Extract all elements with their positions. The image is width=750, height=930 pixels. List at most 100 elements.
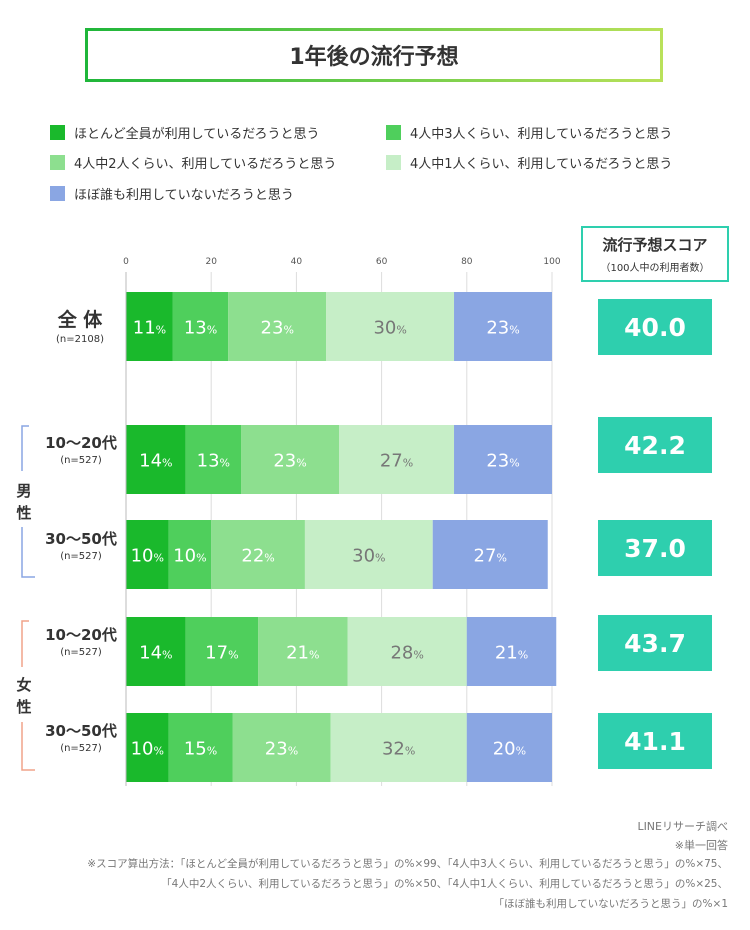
data-label-r4-s1: 15% (184, 739, 217, 760)
data-label-r0-s2: 23% (261, 318, 294, 339)
bar-segment-r2-s4 (432, 520, 548, 589)
data-label-r2-s4: 27% (474, 546, 507, 567)
data-label-r0-s1: 13% (184, 318, 217, 339)
data-label-r4-s2: 23% (265, 739, 298, 760)
data-label-r1-s3: 27% (380, 451, 413, 472)
legend-item-all: ほとんど全員が利用しているだろうと思う (50, 123, 319, 142)
legend-item-quarter: 4人中1人くらい、利用しているだろうと思う (386, 153, 672, 172)
data-label-r2-s3: 30% (352, 546, 385, 567)
x-tick-label-2: 40 (291, 257, 303, 267)
bar-segment-r1-s1 (185, 425, 242, 494)
row-label-male-young: 10〜20代 (n=527) (36, 432, 126, 466)
legend-label-all: ほとんど全員が利用しているだろうと思う (74, 127, 320, 142)
group-label-female: 女性 (14, 674, 34, 718)
bar-segment-r4-s0 (126, 713, 169, 782)
x-tick-label-3: 60 (376, 257, 388, 267)
data-label-r2-s1: 10% (173, 546, 206, 567)
legend-item-none: ほぼ誰も利用していないだろうと思う (50, 184, 294, 203)
bar-segment-r3-s0 (126, 617, 186, 686)
row-label-male-old-n: (n=527) (60, 551, 102, 562)
legend-swatch-none (50, 186, 65, 201)
female-bracket (21, 620, 35, 771)
footer-note: ※単一回答 (674, 839, 728, 852)
chart-title: 1年後の流行予想 (85, 28, 663, 82)
row-label-female-young-main: 10〜20代 (45, 626, 117, 644)
legend-label-quarter: 4人中1人くらい、利用しているだろうと思う (410, 157, 673, 172)
legend-label-half: 4人中2人くらい、利用しているだろうと思う (74, 157, 337, 172)
bar-segment-r3-s2 (258, 617, 348, 686)
data-label-r4-s4: 20% (493, 739, 526, 760)
bar-segment-r3-s4 (466, 617, 557, 686)
row-label-female-old: 30〜50代 (n=527) (36, 720, 126, 754)
data-label-r3-s0: 14% (139, 643, 172, 664)
bar-segment-r1-s4 (454, 425, 552, 494)
row-label-female-old-main: 30〜50代 (45, 722, 117, 740)
row-label-female-young: 10〜20代 (n=527) (36, 624, 126, 658)
data-label-r3-s4: 21% (495, 643, 528, 664)
bar-segment-r4-s2 (232, 713, 331, 782)
x-tick-label-4: 80 (461, 257, 473, 267)
score-male-young: 42.2 (598, 417, 712, 473)
row-label-total: 全 体 (n=2108) (40, 305, 120, 345)
legend-label-three-quarters: 4人中3人くらい、利用しているだろうと思う (410, 127, 673, 142)
score-header: 流行予想スコア （100人中の利用者数） (581, 226, 729, 282)
row-label-male-old-main: 30〜50代 (45, 530, 117, 548)
data-label-r3-s2: 21% (286, 643, 319, 664)
data-label-r3-s3: 28% (390, 643, 423, 664)
score-male-old: 37.0 (598, 520, 712, 576)
row-label-male-old: 30〜50代 (n=527) (36, 528, 126, 562)
data-label-r2-s0: 10% (131, 546, 164, 567)
data-label-r2-s2: 22% (241, 546, 274, 567)
legend-swatch-half (50, 155, 65, 170)
data-label-r1-s1: 13% (197, 451, 230, 472)
x-tick-label-5: 100 (543, 257, 560, 267)
group-male-char-0: 男 (16, 482, 32, 500)
bar-segment-r2-s0 (126, 520, 169, 589)
bar-segment-r0-s0 (126, 292, 173, 361)
bar-segment-r0-s1 (172, 292, 229, 361)
bar-segment-r4-s4 (466, 713, 552, 782)
footer-source: LINEリサーチ調べ (637, 820, 728, 833)
score-header-subtitle: （100人中の利用者数） (600, 263, 710, 274)
male-bracket (21, 425, 35, 578)
x-tick-label-0: 0 (123, 257, 129, 267)
score-female-old: 41.1 (598, 713, 712, 769)
data-label-r4-s3: 32% (382, 739, 415, 760)
bar-segment-r3-s3 (347, 617, 467, 686)
legend-swatch-three-quarters (386, 125, 401, 140)
bar-segment-r2-s1 (168, 520, 212, 589)
bar-segment-r1-s0 (126, 425, 186, 494)
data-label-r3-s1: 17% (205, 643, 238, 664)
row-label-male-young-main: 10〜20代 (45, 434, 117, 452)
group-label-male: 男性 (14, 480, 34, 524)
bar-segment-r2-s3 (304, 520, 433, 589)
legend-swatch-all (50, 125, 65, 140)
bar-segment-r4-s1 (168, 713, 233, 782)
legend-item-half: 4人中2人くらい、利用しているだろうと思う (50, 153, 336, 172)
legend-item-three-quarters: 4人中3人くらい、利用しているだろうと思う (386, 123, 672, 142)
group-female-char-0: 女 (16, 676, 32, 694)
data-label-r0-s3: 30% (373, 318, 406, 339)
bar-segment-r0-s4 (454, 292, 552, 361)
data-label-r1-s2: 23% (273, 451, 306, 472)
footer-formula-3: 「ほぼ誰も利用していないだろうと思う」の%×1 (493, 898, 728, 910)
bar-segment-r4-s3 (330, 713, 467, 782)
data-label-r4-s0: 10% (131, 739, 164, 760)
data-label-r1-s4: 23% (486, 451, 519, 472)
bar-segment-r0-s2 (228, 292, 327, 361)
score-header-title: 流行予想スコア (602, 236, 708, 254)
bar-segment-r1-s3 (339, 425, 455, 494)
group-female-char-1: 性 (16, 698, 32, 716)
legend-label-none: ほぼ誰も利用していないだろうと思う (74, 188, 294, 203)
score-female-young: 43.7 (598, 615, 712, 671)
bar-segment-r3-s1 (185, 617, 259, 686)
data-label-r1-s0: 14% (139, 451, 172, 472)
row-label-total-n: (n=2108) (56, 334, 104, 345)
data-label-r0-s0: 11% (133, 318, 166, 339)
bar-segment-r2-s2 (211, 520, 305, 589)
footer-formula-1: ※スコア算出方法：「ほとんど全員が利用しているだろうと思う」の%×99、「4人中… (87, 858, 728, 870)
row-label-total-main: 全 体 (57, 309, 103, 331)
row-label-male-young-n: (n=527) (60, 455, 102, 466)
x-tick-label-1: 20 (205, 257, 217, 267)
